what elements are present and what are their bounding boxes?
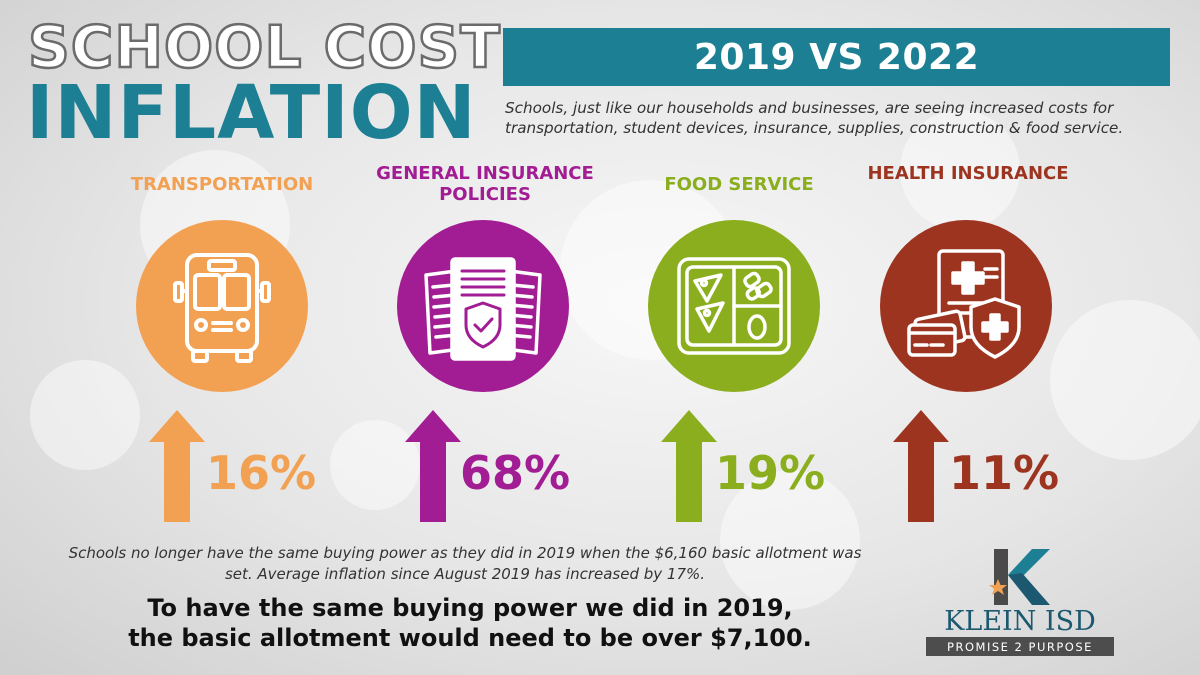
- logo-tagline: PROMISE 2 PURPOSE: [947, 639, 1093, 654]
- logo-name: KLEIN ISD: [944, 606, 1096, 637]
- up-arrow-icon: [405, 410, 461, 522]
- callout-line-2: the basic allotment would need to be ove…: [128, 624, 812, 652]
- years-banner-text: 2019 VS 2022: [693, 36, 980, 78]
- subtitle: Schools, just like our households and bu…: [505, 99, 1124, 137]
- change-percent-health-insurance: 11%: [949, 446, 1060, 500]
- title-school-cost: SCHOOL COST: [27, 13, 501, 81]
- health-insurance-icon: [907, 249, 1021, 359]
- change-percent-food-service: 19%: [715, 446, 826, 500]
- years-banner: 2019 VS 2022: [503, 28, 1170, 86]
- transportation-circle: [136, 220, 308, 392]
- klein-isd-logo: KLEIN ISD PROMISE 2 PURPOSE: [922, 545, 1118, 660]
- insurance-policy-icon: [424, 257, 542, 361]
- category-label-transportation: TRANSPORTATION: [130, 174, 314, 195]
- logo-tagline-bar: PROMISE 2 PURPOSE: [926, 637, 1114, 656]
- general-insurance-circle: [397, 220, 569, 392]
- bus-icon: [173, 253, 271, 363]
- change-percent-transportation: 16%: [206, 446, 317, 500]
- callout-line-1: To have the same buying power we did in …: [147, 594, 793, 622]
- health-insurance-circle: [880, 220, 1052, 392]
- k-logo-mark-icon: [989, 549, 1050, 605]
- category-label-general-insurance: GENERAL INSURANCE POLICIES: [376, 163, 594, 205]
- category-label-food-service: FOOD SERVICE: [664, 174, 814, 195]
- food-service-circle: [648, 220, 820, 392]
- category-label-health-insurance: HEALTH INSURANCE: [867, 163, 1069, 184]
- callout: To have the same buying power we did in …: [70, 593, 870, 653]
- change-percent-general-insurance: 68%: [460, 446, 571, 500]
- inflation-note: Schools no longer have the same buying p…: [68, 544, 862, 583]
- title-inflation: INFLATION: [26, 70, 477, 156]
- lunch-tray-icon: [677, 257, 791, 355]
- up-arrow-icon: [661, 410, 717, 522]
- up-arrow-icon: [893, 410, 949, 522]
- up-arrow-icon: [149, 410, 205, 522]
